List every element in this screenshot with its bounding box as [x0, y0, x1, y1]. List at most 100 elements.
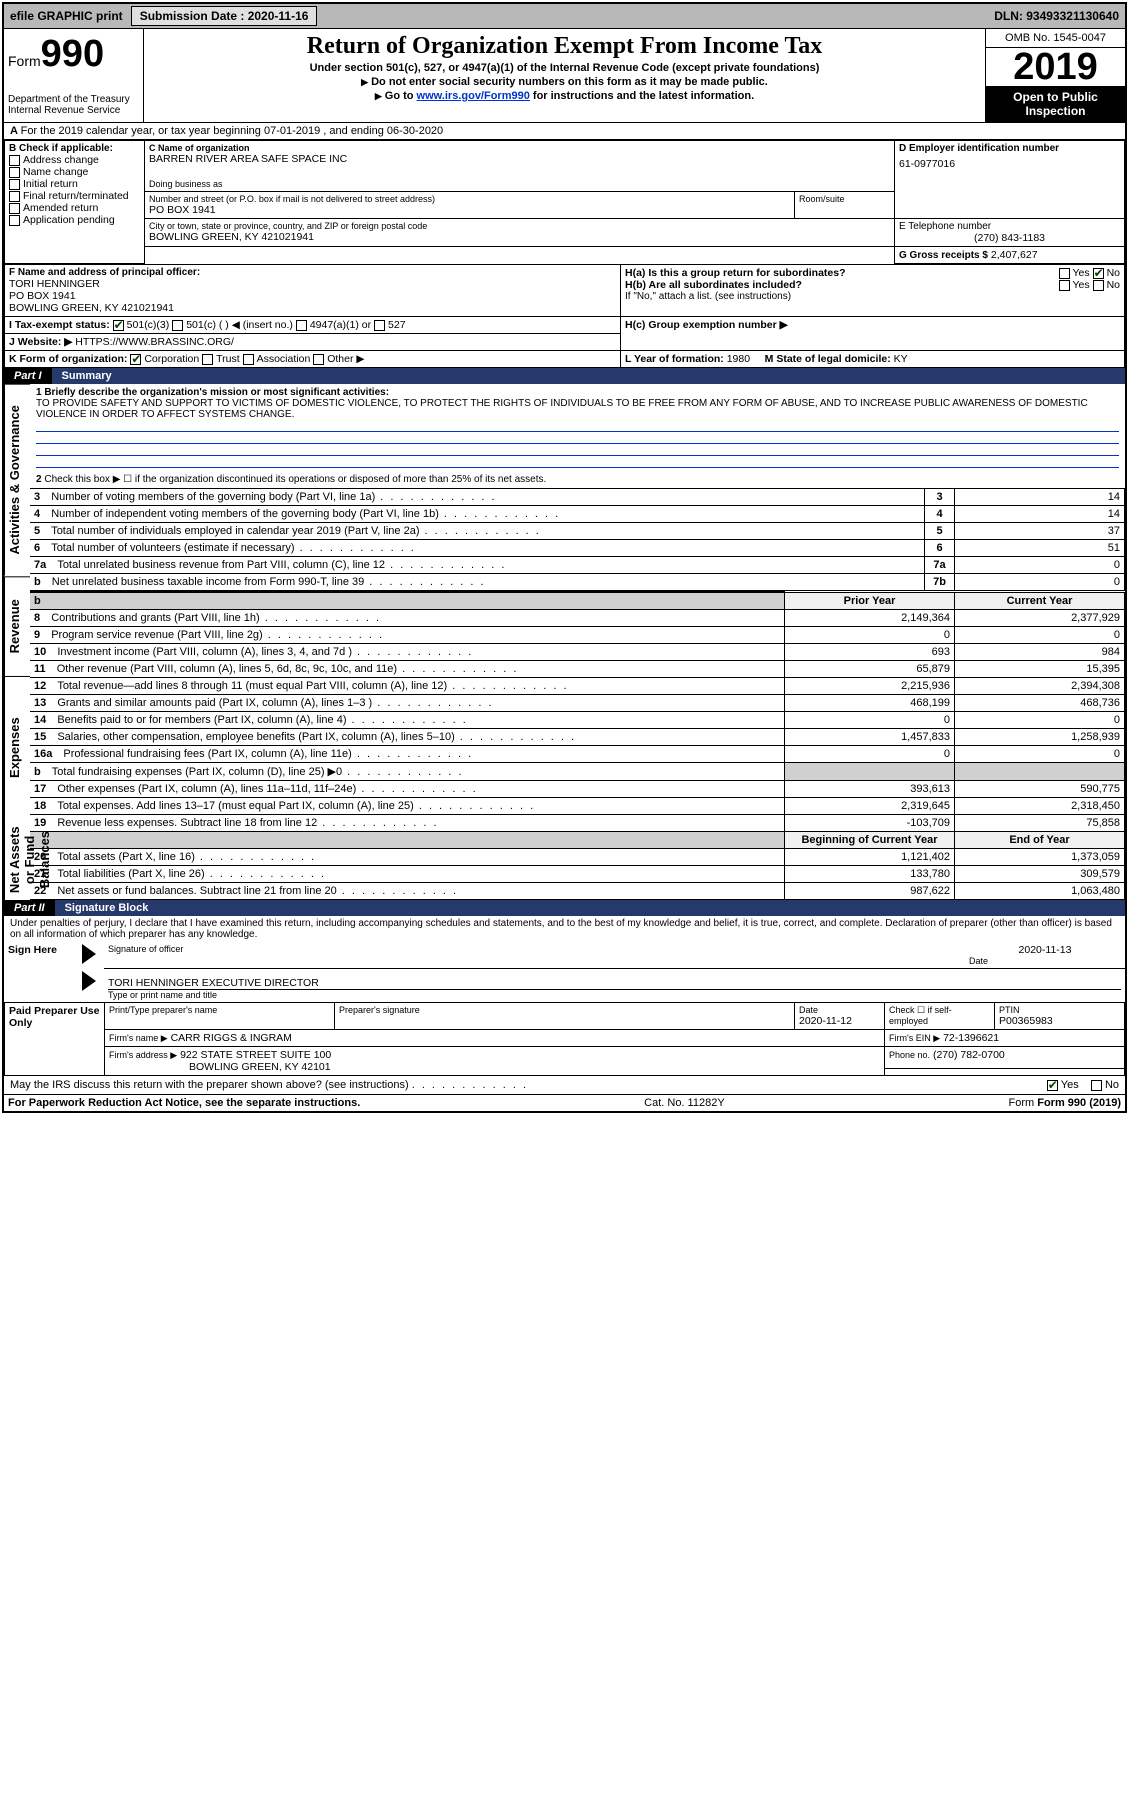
chk-final-return[interactable]	[9, 191, 20, 202]
firm-name-val: CARR RIGGS & INGRAM	[171, 1032, 292, 1044]
j-label: J Website: ▶	[9, 336, 72, 348]
subtitle-2: Do not enter social security numbers on …	[152, 76, 977, 88]
rev-table: b Prior Year Current Year 8 Contribution…	[30, 591, 1125, 900]
b-opt-2: Initial return	[23, 178, 78, 190]
hb-note: If "No," attach a list. (see instruction…	[625, 291, 1120, 302]
m-label: M State of legal domicile:	[765, 353, 891, 365]
table-row: 12 Total revenue—add lines 8 through 11 …	[30, 678, 1125, 695]
b-label: B Check if applicable:	[9, 143, 140, 154]
table-row: 20 Total assets (Part X, line 16)1,121,4…	[30, 849, 1125, 866]
table-row: b Net unrelated business taxable income …	[30, 574, 1125, 591]
dln-label: DLN: 93493321130640	[988, 7, 1125, 25]
firm-phone-val: (270) 782-0700	[933, 1049, 1005, 1061]
paid-preparer-label: Paid Preparer Use Only	[5, 1003, 105, 1076]
f-label: F Name and address of principal officer:	[9, 267, 616, 278]
table-row: 4 Number of independent voting members o…	[30, 506, 1125, 523]
table-row: 8 Contributions and grants (Part VIII, l…	[30, 610, 1125, 627]
ha-yes[interactable]	[1059, 268, 1070, 279]
goto-pre: Go to	[385, 90, 417, 102]
q2-content: Check this box ▶ ☐ if the organization d…	[44, 474, 546, 485]
phone-value: (270) 843-1183	[899, 232, 1120, 244]
no-3: No	[1105, 1079, 1119, 1091]
form-number: 990	[41, 33, 104, 75]
officer-group-block: F Name and address of principal officer:…	[4, 264, 1125, 368]
d-label: D Employer identification number	[899, 143, 1120, 154]
chk-527[interactable]	[374, 320, 385, 331]
i-opt-2: 4947(a)(1) or	[310, 319, 371, 331]
k-label: K Form of organization:	[9, 353, 127, 365]
chk-name-change[interactable]	[9, 167, 20, 178]
hb-no[interactable]	[1093, 280, 1104, 291]
chk-corp[interactable]	[130, 354, 141, 365]
form-container: efile GRAPHIC print Submission Date : 20…	[2, 2, 1127, 1113]
ha-no[interactable]	[1093, 268, 1104, 279]
side-tabs: Activities & Governance Revenue Expenses…	[4, 384, 30, 900]
rev-spacer: b	[30, 592, 785, 610]
state-domicile: KY	[894, 353, 908, 365]
k-opt-2: Association	[257, 353, 311, 365]
chk-initial-return[interactable]	[9, 179, 20, 190]
table-row: 19 Revenue less expenses. Subtract line …	[30, 815, 1125, 832]
goto-post: for instructions and the latest informat…	[530, 90, 754, 102]
yes-2: Yes	[1073, 279, 1090, 291]
c-name-label: C Name of organization	[149, 143, 890, 153]
ha-label: H(a) Is this a group return for subordin…	[625, 267, 846, 279]
header-mid: Return of Organization Exempt From Incom…	[144, 29, 985, 122]
gross-receipts: 2,407,627	[991, 249, 1038, 261]
chk-501c[interactable]	[172, 320, 183, 331]
subtitle-1: Under section 501(c), 527, or 4947(a)(1)…	[152, 62, 977, 74]
footer: For Paperwork Reduction Act Notice, see …	[4, 1095, 1125, 1111]
k-opt-3: Other ▶	[327, 353, 364, 365]
sig-date-label: Date	[969, 956, 1121, 966]
ein-value: 61-0977016	[899, 158, 1120, 170]
table-row: 5 Total number of individuals employed i…	[30, 523, 1125, 540]
chk-address-change[interactable]	[9, 155, 20, 166]
chk-trust[interactable]	[202, 354, 213, 365]
name-title-val: TORI HENNINGER EXECUTIVE DIRECTOR	[108, 977, 1121, 990]
city-label: City or town, state or province, country…	[149, 221, 890, 231]
blank-line-1	[36, 420, 1119, 432]
open-public-badge: Open to Public Inspection	[986, 86, 1125, 122]
table-row: b Total fundraising expenses (Part IX, c…	[30, 763, 1125, 781]
chk-other[interactable]	[313, 354, 324, 365]
form-header: Form990 Department of the Treasury Inter…	[4, 29, 1125, 123]
prep-name-label: Print/Type preparer's name	[109, 1005, 330, 1015]
chk-501c3[interactable]	[113, 320, 124, 331]
b-opt-1: Name change	[23, 166, 88, 178]
q2-text: 2 Check this box ▶ ☐ if the organization…	[30, 471, 1125, 488]
hb-yes[interactable]	[1059, 280, 1070, 291]
arrow-icon-2	[82, 971, 96, 991]
firm-ein-val: 72-1396621	[943, 1032, 999, 1044]
footer-pra: For Paperwork Reduction Act Notice, see …	[8, 1097, 360, 1109]
part2-bar: Part II Signature Block	[4, 900, 1125, 916]
firm-ein-label: Firm's EIN ▶	[889, 1033, 940, 1043]
b-opt-3: Final return/terminated	[23, 190, 129, 202]
paid-preparer-block: Paid Preparer Use Only Print/Type prepar…	[4, 1002, 1125, 1076]
yes-3: Yes	[1061, 1079, 1079, 1091]
irs-label: Internal Revenue Service	[8, 105, 139, 116]
sig-date-val: 2020-11-13	[969, 944, 1121, 956]
chk-amended[interactable]	[9, 203, 20, 214]
table-row: 10 Investment income (Part VIII, column …	[30, 644, 1125, 661]
submission-date-button[interactable]: Submission Date : 2020-11-16	[131, 6, 318, 26]
row-a-text: For the 2019 calendar year, or tax year …	[21, 125, 444, 137]
chk-4947[interactable]	[296, 320, 307, 331]
table-row: 13 Grants and similar amounts paid (Part…	[30, 695, 1125, 712]
b-opt-4: Amended return	[23, 202, 98, 214]
row-a: A For the 2019 calendar year, or tax yea…	[4, 123, 1125, 140]
tax-year: 2019	[986, 48, 1125, 86]
tab-revenue: Revenue	[4, 576, 30, 676]
ptin-val: P00365983	[999, 1015, 1120, 1027]
form990-link[interactable]: www.irs.gov/Form990	[417, 90, 530, 102]
col-end-year: End of Year	[955, 832, 1125, 849]
chk-app-pending[interactable]	[9, 215, 20, 226]
table-row: 3 Number of voting members of the govern…	[30, 489, 1125, 506]
chk-assoc[interactable]	[243, 354, 254, 365]
org-name: BARREN RIVER AREA SAFE SPACE INC	[149, 153, 890, 165]
i-opt-0: 501(c)(3)	[127, 319, 170, 331]
col-current-year: Current Year	[955, 592, 1125, 610]
discuss-yes[interactable]	[1047, 1080, 1058, 1091]
table-row: 22 Net assets or fund balances. Subtract…	[30, 883, 1125, 900]
form-word: Form	[8, 53, 41, 69]
discuss-no[interactable]	[1091, 1080, 1102, 1091]
